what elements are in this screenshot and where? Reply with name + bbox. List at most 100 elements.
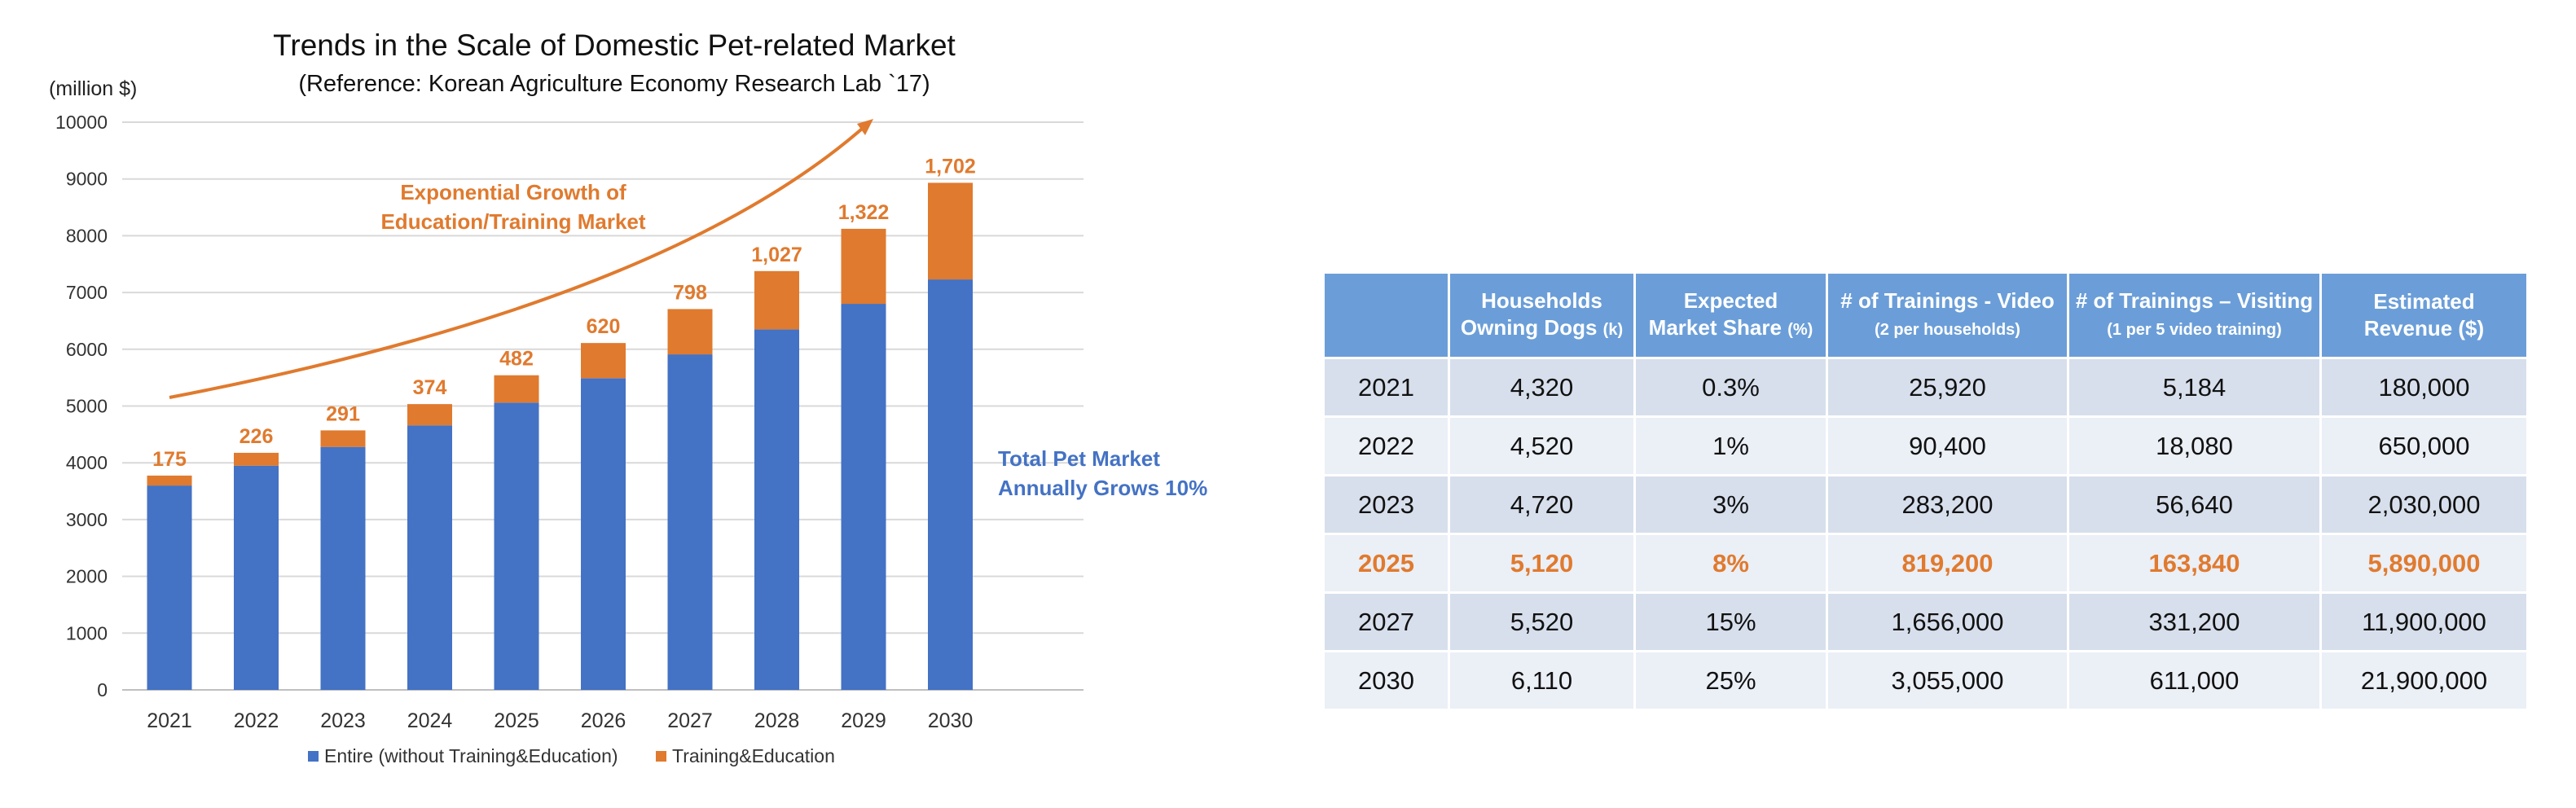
header-revenue-line1: Estimated — [2373, 289, 2475, 314]
cell-year: 2025 — [1322, 533, 1450, 594]
cell-visiting-trainings: 56,640 — [2067, 474, 2322, 535]
cell-households: 4,720 — [1448, 474, 1636, 535]
cell-market-share: 15% — [1633, 591, 1828, 652]
y-axis-unit-label: (million $) — [49, 77, 137, 100]
cell-market-share: 1% — [1633, 415, 1828, 476]
header-households-line2: Owning Dogs — [1460, 314, 1598, 340]
cell-revenue: 650,000 — [2319, 415, 2529, 476]
cell-households: 4,520 — [1448, 415, 1636, 476]
legend-swatch-training — [656, 751, 666, 762]
cell-year: 2027 — [1322, 591, 1450, 652]
cell-market-share: 8% — [1633, 533, 1828, 594]
cell-video-trainings: 3,055,000 — [1826, 650, 2069, 711]
cell-households: 4,320 — [1448, 357, 1636, 418]
cell-video-trainings: 283,200 — [1826, 474, 2069, 535]
x-tick-label: 2024 — [407, 709, 453, 732]
header-trainings-video: # of Trainings - Video (2 per households… — [1826, 271, 2069, 359]
cell-market-share: 25% — [1633, 650, 1828, 711]
annotation-education-growth: Exponential Growth of — [400, 180, 626, 204]
table-row: 2030 6,110 25% 3,055,000 611,000 21,900,… — [1322, 650, 2529, 711]
x-tick-label: 2023 — [320, 709, 366, 732]
annotation-education-growth: Education/Training Market — [380, 209, 645, 234]
bar-entire — [754, 329, 799, 690]
data-label: 374 — [413, 376, 447, 399]
cell-year: 2022 — [1322, 415, 1450, 476]
bar-training-education — [494, 375, 539, 403]
header-households-line1: Households — [1481, 288, 1602, 313]
header-market-share-line2: Market Share — [1648, 314, 1782, 340]
header-trainings-video-main: # of Trainings - Video — [1840, 288, 2055, 313]
cell-market-share: 3% — [1633, 474, 1828, 535]
cell-visiting-trainings: 5,184 — [2067, 357, 2322, 418]
y-tick-label: 3000 — [66, 509, 108, 530]
header-market-share-unit: (%) — [1787, 320, 1813, 339]
x-tick-label: 2029 — [841, 709, 886, 732]
x-tick-label: 2030 — [928, 709, 974, 732]
legend-label-entire: Entire (without Training&Education) — [324, 745, 618, 766]
bar-entire — [581, 378, 626, 690]
cell-revenue: 21,900,000 — [2319, 650, 2529, 711]
table-row: 2023 4,720 3% 283,200 56,640 2,030,000 — [1322, 474, 2529, 535]
bar-entire — [147, 485, 192, 690]
cell-year: 2023 — [1322, 474, 1450, 535]
cell-visiting-trainings: 163,840 — [2067, 533, 2322, 594]
y-tick-label: 2000 — [66, 566, 108, 587]
cell-visiting-trainings: 611,000 — [2067, 650, 2322, 711]
y-tick-label: 5000 — [66, 396, 108, 417]
cell-revenue: 2,030,000 — [2319, 474, 2529, 535]
data-label: 291 — [326, 402, 360, 425]
x-tick-label: 2021 — [147, 709, 192, 732]
data-label: 1,027 — [751, 244, 802, 266]
annotation-total-market: Total Pet Market — [998, 446, 1160, 471]
growth-arrow — [169, 122, 869, 399]
market-chart-svg: Trends in the Scale of Domestic Pet-rela… — [49, 29, 1207, 766]
x-tick-label: 2026 — [581, 709, 626, 732]
y-tick-label: 6000 — [66, 339, 108, 360]
growth-arrow-head — [857, 119, 873, 135]
header-trainings-visiting-sub: (1 per 5 video training) — [2107, 320, 2282, 339]
legend: Entire (without Training&Education) Train… — [308, 745, 835, 766]
bar-entire — [928, 279, 973, 690]
bar-training-education — [320, 430, 366, 447]
table-row: 2021 4,320 0.3% 25,920 5,184 180,000 — [1322, 357, 2529, 418]
table-header-row: Households Owning Dogs (k) Expected Mark… — [1322, 271, 2529, 359]
header-revenue-line2: Revenue ($) — [2363, 316, 2485, 340]
legend-swatch-entire — [308, 751, 319, 762]
chart-title: Trends in the Scale of Domestic Pet-rela… — [273, 29, 956, 62]
data-label: 226 — [240, 425, 274, 448]
y-tick-label: 7000 — [66, 282, 108, 303]
cell-video-trainings: 819,200 — [1826, 533, 2069, 594]
data-label: 620 — [587, 315, 621, 338]
data-labels: 175 2021 226 2022 291 2023 374 2024 482 2025 620 20… — [147, 155, 976, 732]
cell-households: 5,120 — [1448, 533, 1636, 594]
header-corner-cell — [1322, 271, 1450, 359]
cell-revenue: 5,890,000 — [2319, 533, 2529, 594]
data-label: 1,322 — [838, 201, 890, 224]
bar-training-education — [928, 182, 973, 280]
bars — [147, 182, 973, 690]
cell-visiting-trainings: 18,080 — [2067, 415, 2322, 476]
cell-video-trainings: 90,400 — [1826, 415, 2069, 476]
table-row-highlighted: 2025 5,120 8% 819,200 163,840 5,890,000 — [1322, 533, 2529, 594]
header-households-unit: (k) — [1602, 320, 1624, 339]
bar-entire — [841, 304, 886, 690]
bar-training-education — [234, 452, 279, 466]
data-label: 482 — [499, 348, 534, 371]
bar-training-education — [147, 475, 192, 486]
bar-entire — [234, 465, 279, 690]
x-tick-label: 2028 — [754, 709, 800, 732]
bar-training-education — [581, 343, 626, 379]
bar-entire — [667, 354, 713, 690]
header-market-share-line1: Expected — [1683, 288, 1778, 313]
y-tick-label: 8000 — [66, 225, 108, 246]
annotations: Exponential Growth of Education/Training … — [169, 119, 1207, 500]
y-tick-label: 4000 — [66, 452, 108, 473]
table-row: 2027 5,520 15% 1,656,000 331,200 11,900,… — [1322, 591, 2529, 652]
header-trainings-video-sub: (2 per households) — [1875, 320, 2020, 339]
cell-households: 5,520 — [1448, 591, 1636, 652]
y-tick-label: 1000 — [66, 622, 108, 643]
data-label: 798 — [673, 281, 707, 304]
x-tick-label: 2022 — [234, 709, 279, 732]
header-trainings-visiting: # of Trainings – Visiting (1 per 5 video… — [2067, 271, 2322, 359]
bar-training-education — [667, 309, 713, 355]
